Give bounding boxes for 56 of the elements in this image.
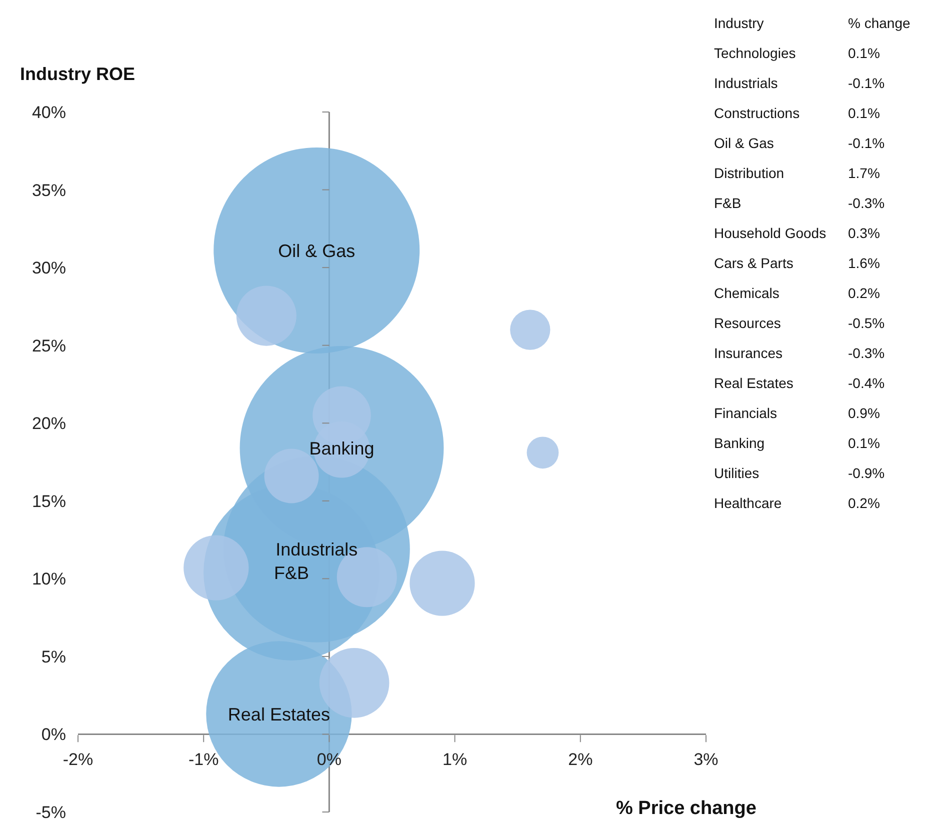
text: -0.3% [848,345,885,361]
annotation: Industrials [276,540,358,560]
x-axis-title: % Price change [616,798,756,820]
text: 0.2% [848,495,880,511]
annotation: Real Estates [228,704,330,724]
category-label: Insurances [714,345,784,361]
text: 0.1% [848,105,880,121]
text: -0.1% [848,135,885,151]
y-tick-label: 40% [32,103,66,122]
text: -0.1% [848,75,885,91]
text: -0.4% [848,375,885,391]
text: 1.7% [848,165,880,181]
x-tick-label: -2% [62,750,94,770]
category-label: Cars & Parts [714,255,794,271]
x-tick-label: -1% [188,750,219,770]
y-tick-label: 25% [32,336,66,356]
category-label: Financials [714,405,778,421]
y-tick-label: 20% [32,414,66,434]
category-label: F&B [714,195,742,211]
category-label: Distribution [714,165,786,181]
category-label: Technologies [714,45,797,61]
y-tick-label: 0% [41,725,66,744]
y-tick-label: 15% [32,492,66,511]
text: % change [848,15,910,31]
text: Industry [714,15,765,31]
text: -0.3% [848,195,885,211]
text: 0.2% [848,285,880,301]
annotation: Oil & Gas [278,240,356,261]
category-label: Oil & Gas [714,135,775,151]
text: 1.6% [848,255,880,271]
text: 0.1% [848,45,880,61]
category-label: Household Goods [714,225,828,241]
category-label: Industrials [714,75,779,91]
y-axis-title: Industry ROE [20,64,136,85]
annotation: Banking [309,438,374,458]
category-label: Healthcare [714,495,783,511]
text: -0.9% [848,465,885,481]
category-label: Constructions [714,105,801,121]
annotation: F&B [274,562,310,583]
text: -0.5% [848,315,885,331]
text: 0.9% [848,405,880,421]
x-tick-label: 2% [568,750,593,770]
y-tick-label: 35% [32,180,66,200]
x-tick-label: 1% [442,750,468,770]
text: 0.3% [848,225,880,241]
category-label: Resources [714,315,782,331]
y-tick-label: 10% [32,570,66,589]
y-tick-label: 5% [41,647,66,666]
x-tick-label: 3% [694,750,718,770]
y-tick-label: -5% [36,803,66,822]
category-label: Real Estates [714,375,794,391]
category-label: Banking [714,435,766,451]
text: 0.1% [848,435,880,451]
category-label: Chemicals [714,285,780,301]
category-label: Utilities [714,465,760,481]
y-tick-label: 30% [32,258,66,278]
